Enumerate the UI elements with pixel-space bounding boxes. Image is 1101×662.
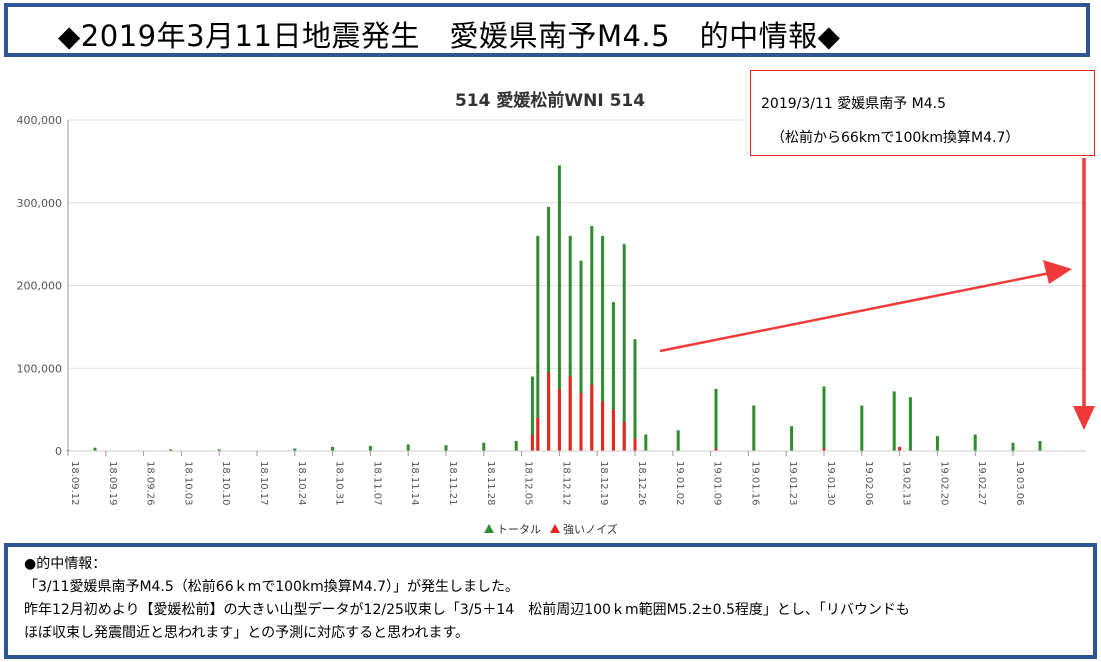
noise-bar bbox=[633, 438, 637, 451]
x-tick-label: 18.10.24 bbox=[296, 461, 307, 506]
x-tick-label: 18.09.26 bbox=[145, 461, 156, 506]
x-tick-label: 18.10.03 bbox=[182, 461, 193, 506]
x-tick-label: 18.12.26 bbox=[636, 461, 647, 506]
total-bar bbox=[714, 388, 718, 451]
y-tick-label: 200,000 bbox=[17, 280, 63, 293]
total-bar bbox=[973, 434, 977, 451]
total-bar bbox=[622, 244, 626, 451]
x-tick-label: 18.11.28 bbox=[485, 461, 496, 506]
page-title: ◆2019年3月11日地震発生 愛媛県南予M4.5 的中情報◆ bbox=[58, 19, 841, 53]
x-tick-label: 19.02.13 bbox=[901, 461, 912, 506]
noise-bar bbox=[714, 448, 718, 451]
total-bar bbox=[1038, 441, 1042, 451]
x-tick-label: 18.12.12 bbox=[560, 461, 571, 506]
total-bar bbox=[331, 446, 335, 451]
x-tick-label: 19.02.20 bbox=[938, 461, 949, 506]
total-bar bbox=[790, 426, 794, 451]
chart-title: 514 愛媛松前WNI 514 bbox=[455, 90, 645, 111]
y-tick-label: 300,000 bbox=[17, 197, 63, 210]
callout-line-2: （松前から66kmで100km換算M4.7） bbox=[771, 130, 1020, 146]
total-bar bbox=[676, 430, 680, 451]
x-tick-label: 18.11.14 bbox=[409, 461, 420, 506]
pointer-arrowhead bbox=[1043, 260, 1072, 284]
noise-bar bbox=[536, 417, 540, 451]
total-bar bbox=[514, 441, 518, 451]
noise-bar bbox=[898, 446, 902, 451]
total-bar bbox=[536, 235, 540, 451]
noise-bar bbox=[611, 409, 615, 451]
total-bar bbox=[935, 436, 939, 451]
legend-total-marker bbox=[484, 524, 494, 533]
info-line-3: ほぼ収束し発震間近と思われます」との予測に対応すると思われます。 bbox=[24, 625, 470, 641]
total-bar bbox=[908, 397, 912, 451]
x-tick-label: 19.01.09 bbox=[712, 461, 723, 506]
x-tick-label: 18.10.17 bbox=[258, 461, 269, 506]
total-bar bbox=[590, 225, 594, 451]
info-heading: ●的中情報： bbox=[24, 556, 107, 572]
total-bar bbox=[579, 260, 583, 451]
noise-bar bbox=[579, 393, 583, 451]
x-tick-label: 19.03.06 bbox=[1014, 461, 1025, 506]
noise-bar bbox=[601, 401, 605, 451]
callout-line-1: 2019/3/11 愛媛県南予 M4.5 bbox=[761, 96, 947, 112]
total-bar bbox=[368, 446, 372, 451]
x-tick-label: 18.09.12 bbox=[69, 461, 80, 506]
noise-bar bbox=[530, 434, 534, 451]
legend-noise-marker bbox=[550, 524, 560, 533]
total-bar bbox=[752, 405, 756, 451]
quake-callout: 2019/3/11 愛媛県南予 M4.5 （松前から66kmで100km換算M4… bbox=[750, 70, 1095, 156]
legend-noise-label: 強いノイズ bbox=[563, 522, 618, 536]
y-tick-label: 0 bbox=[55, 445, 62, 458]
header-banner: ◆2019年3月11日地震発生 愛媛県南予M4.5 的中情報◆ bbox=[4, 3, 1090, 57]
x-tick-label: 18.12.05 bbox=[523, 461, 534, 506]
x-tick-label: 19.02.06 bbox=[863, 461, 874, 506]
total-bar bbox=[444, 445, 448, 451]
y-tick-label: 400,000 bbox=[17, 114, 63, 127]
noise-bar bbox=[557, 388, 561, 451]
noise-bar bbox=[568, 376, 572, 451]
hit-info-box: ●的中情報： 「3/11愛媛県南予M4.5（松前66ｋmで100km換算M4.7… bbox=[4, 543, 1097, 659]
total-bar bbox=[557, 165, 561, 451]
total-bar bbox=[822, 386, 826, 451]
total-bar bbox=[406, 444, 410, 451]
noise-bar bbox=[822, 448, 826, 451]
total-bar bbox=[633, 339, 637, 451]
noise-bar bbox=[622, 422, 626, 451]
total-bar bbox=[482, 442, 486, 451]
x-tick-label: 18.09.19 bbox=[107, 461, 118, 506]
total-bar bbox=[892, 391, 896, 451]
x-tick-label: 18.10.10 bbox=[220, 461, 231, 506]
down-arrowhead bbox=[1073, 406, 1095, 430]
y-tick-label: 100,000 bbox=[17, 362, 63, 375]
total-bar bbox=[601, 235, 605, 451]
info-line-1: 「3/11愛媛県南予M4.5（松前66ｋmで100km換算M4.7）」が発生しま… bbox=[24, 579, 520, 595]
x-tick-label: 18.11.21 bbox=[447, 461, 458, 506]
x-tick-label: 19.01.23 bbox=[787, 461, 798, 506]
total-bar bbox=[568, 235, 572, 451]
chart: 514 愛媛松前WNI 514 0 100,000 200,000 300,000 40… bbox=[17, 90, 1095, 536]
legend-total-label: トータル bbox=[497, 523, 541, 536]
total-bar bbox=[547, 206, 551, 451]
x-tick-label: 19.01.02 bbox=[674, 461, 685, 506]
x-tick-label: 18.11.07 bbox=[371, 461, 382, 506]
total-bar bbox=[293, 448, 297, 451]
total-bar bbox=[860, 405, 864, 451]
total-bar bbox=[644, 434, 648, 451]
x-tick-label: 18.10.31 bbox=[334, 461, 345, 506]
total-bar bbox=[93, 447, 97, 451]
total-bar bbox=[1011, 442, 1015, 451]
total-bar bbox=[611, 302, 615, 451]
total-bar bbox=[217, 449, 221, 451]
x-tick-label: 19.01.16 bbox=[749, 461, 760, 506]
x-tick-label: 19.02.27 bbox=[976, 461, 987, 506]
total-bar bbox=[169, 449, 173, 451]
info-line-2: 昨年12月初めより【愛媛松前】の大きい山型データが12/25収束し「3/5＋14… bbox=[24, 602, 910, 618]
pointer-arrow-line bbox=[659, 271, 1051, 353]
noise-bar bbox=[590, 384, 594, 451]
x-tick-label: 18.12.19 bbox=[598, 461, 609, 506]
total-bar bbox=[530, 376, 534, 451]
noise-bar bbox=[547, 372, 551, 451]
x-tick-label: 19.01.30 bbox=[825, 461, 836, 506]
